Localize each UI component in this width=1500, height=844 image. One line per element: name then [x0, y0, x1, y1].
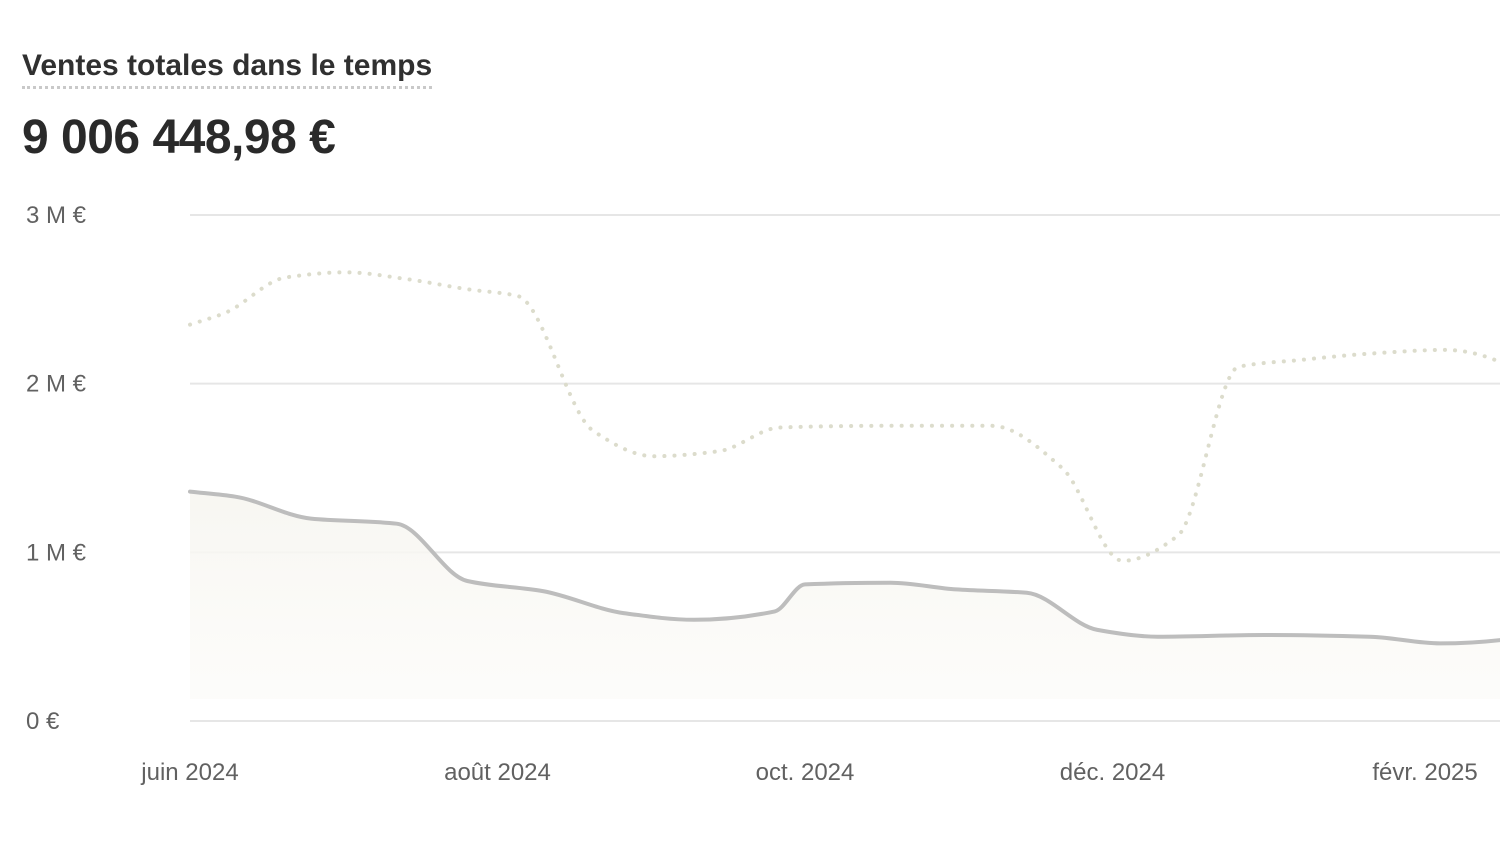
series-previous-period-line [188, 270, 1500, 563]
series-layer [188, 270, 1500, 699]
y-tick-label: 1 M € [26, 539, 87, 566]
y-tick-label: 3 M € [26, 202, 87, 229]
x-tick-label: août 2024 [444, 759, 551, 786]
total-sales-value: 9 006 448,98 € [22, 111, 336, 164]
series-current-area [190, 491, 1500, 699]
y-tick-label: 2 M € [26, 371, 87, 398]
x-axis-ticks: juin 2024 août 2024 oct. 2024 déc. 2024 févr… [140, 759, 1477, 786]
chart-title[interactable]: Ventes totales dans le temps [22, 48, 433, 89]
x-tick-label: déc. 2024 [1060, 759, 1165, 786]
grid-lines [190, 214, 1500, 722]
x-tick-label: oct. 2024 [756, 759, 855, 786]
x-tick-label: juin 2024 [140, 759, 238, 786]
x-tick-label: févr. 2025 [1372, 759, 1477, 786]
y-axis-ticks: 0 € 1 M € 2 M € 3 M € [26, 202, 87, 735]
y-tick-label: 0 € [26, 708, 60, 735]
series-current-line [188, 489, 1500, 646]
